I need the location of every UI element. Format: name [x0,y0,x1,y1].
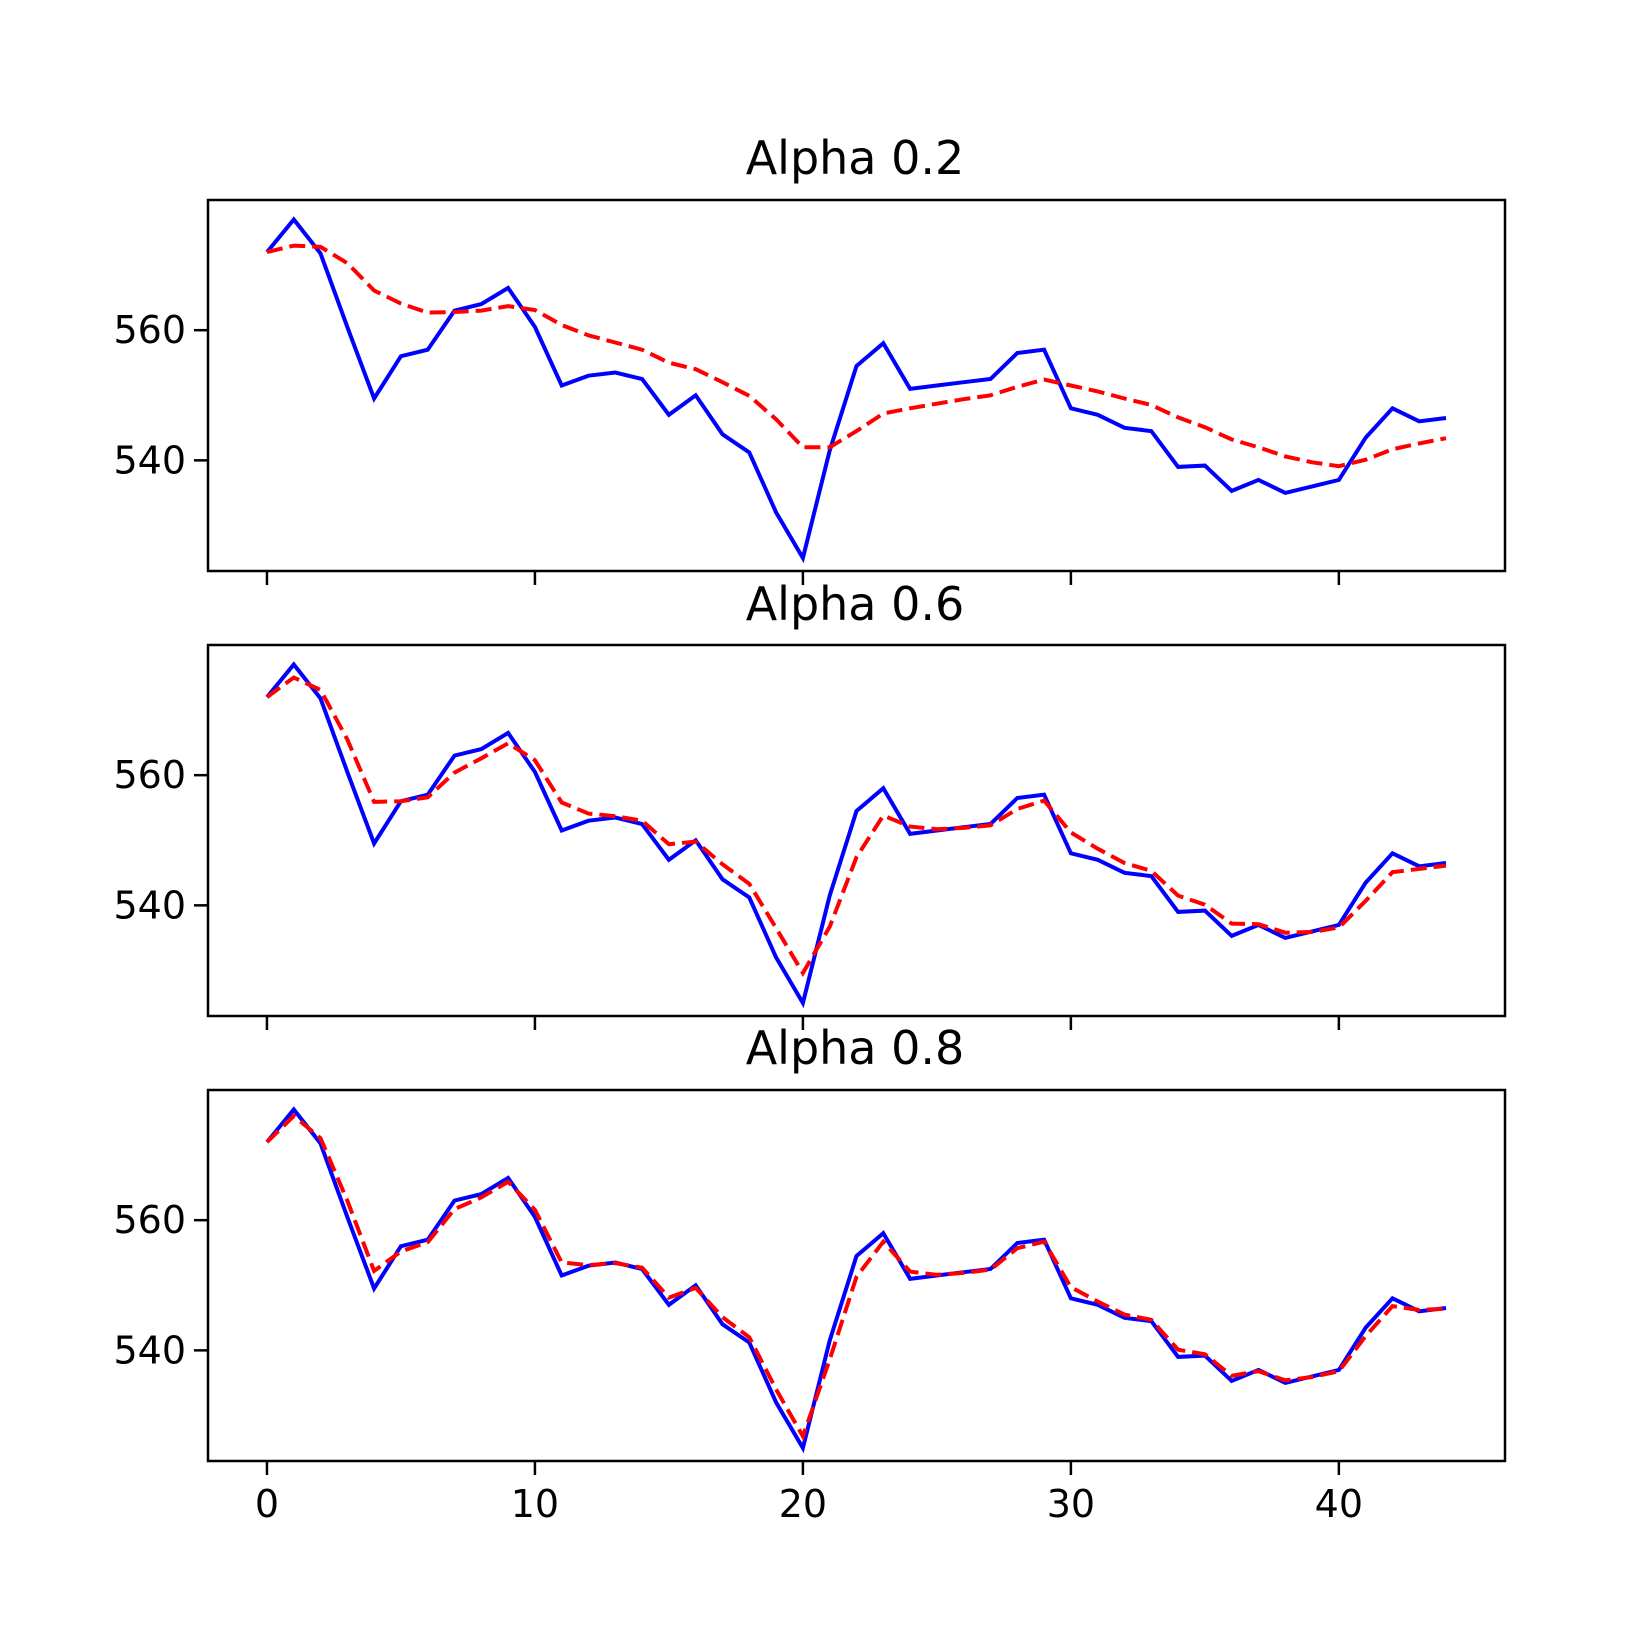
xtick-label: 40 [1315,1482,1363,1526]
subplot-2-frame [206,643,1507,1018]
subplot-2-original-line [265,661,1447,1009]
subplot-1: Alpha 0.2 560 540 [113,131,1507,585]
ytick-label: 560 [113,753,186,797]
subplot-1-title: Alpha 0.2 [746,131,965,185]
ytick-label: 560 [113,308,186,352]
subplot-3: Alpha 0.8 0 10 20 30 40 560 540 [113,1021,1507,1526]
subplot-3-plot-area: 0 10 20 30 40 560 540 [113,1106,1447,1526]
ytick-label: 540 [113,883,186,927]
subplot-3-frame [206,1088,1507,1463]
subplot-2-title: Alpha 0.6 [746,577,965,631]
xtick-label: 20 [779,1482,827,1526]
subplot-3-original-line [265,1106,1447,1454]
subplot-3-smoothed-line [265,1113,1447,1442]
subplot-2: Alpha 0.6 560 540 [113,577,1507,1030]
ytick-label: 560 [113,1198,186,1242]
ytick-label: 540 [113,1328,186,1372]
subplot-2-plot-area: 560 540 [113,661,1447,1030]
subplot-2-smoothed-line [265,675,1447,977]
subplot-3-title: Alpha 0.8 [746,1021,965,1075]
subplot-1-frame [206,198,1507,573]
subplot-1-smoothed-line [266,243,1447,469]
xtick-label: 0 [255,1482,279,1526]
xtick-label: 10 [511,1482,559,1526]
subplot-1-original-line [265,216,1447,564]
subplot-1-plot-area: 560 540 [113,216,1447,585]
xtick-label: 30 [1047,1482,1095,1526]
ytick-label: 540 [113,438,186,482]
